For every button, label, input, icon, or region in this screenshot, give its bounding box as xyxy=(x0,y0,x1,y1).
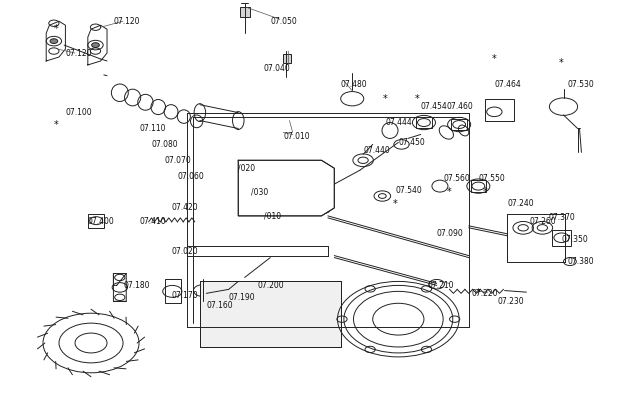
Text: 07.550: 07.550 xyxy=(478,174,505,183)
Circle shape xyxy=(50,39,58,44)
Text: 07.120: 07.120 xyxy=(66,48,92,58)
Text: 07.180: 07.180 xyxy=(123,281,150,290)
Text: 07.080: 07.080 xyxy=(152,140,179,149)
Text: 07.450: 07.450 xyxy=(398,138,425,147)
Text: 07.454: 07.454 xyxy=(421,102,448,111)
Text: /020: /020 xyxy=(239,164,255,173)
Text: 07.460: 07.460 xyxy=(446,102,473,111)
Text: *: * xyxy=(53,120,58,130)
Text: 07.070: 07.070 xyxy=(165,156,192,165)
Text: 07.350: 07.350 xyxy=(561,235,588,244)
Text: 07.040: 07.040 xyxy=(264,64,291,74)
Text: *: * xyxy=(559,58,564,68)
Text: 07.090: 07.090 xyxy=(437,229,464,238)
Text: 07.220: 07.220 xyxy=(472,289,498,298)
Text: 07.110: 07.110 xyxy=(139,124,165,133)
Text: 07.560: 07.560 xyxy=(443,174,470,183)
Text: *: * xyxy=(492,54,497,64)
Text: 07.380: 07.380 xyxy=(568,257,595,266)
Text: 07.370: 07.370 xyxy=(548,213,575,222)
Text: 07.100: 07.100 xyxy=(66,108,92,117)
Text: 07.230: 07.230 xyxy=(498,297,524,306)
Text: 07.170: 07.170 xyxy=(171,291,197,300)
Text: *: * xyxy=(393,199,397,209)
Text: 07.540: 07.540 xyxy=(395,186,422,194)
Text: 07.260: 07.260 xyxy=(530,217,556,226)
Text: *: * xyxy=(447,187,452,197)
Text: 07.410: 07.410 xyxy=(139,217,166,226)
Text: 07.120: 07.120 xyxy=(113,17,140,26)
Text: 07.240: 07.240 xyxy=(507,200,534,208)
Text: 07.060: 07.060 xyxy=(177,172,204,181)
Text: 07.200: 07.200 xyxy=(257,281,284,290)
Text: 07.420: 07.420 xyxy=(171,204,197,212)
Text: /010: /010 xyxy=(264,211,281,220)
Text: 07.530: 07.530 xyxy=(568,80,595,89)
Text: *: * xyxy=(476,288,481,298)
Text: 07.440: 07.440 xyxy=(363,146,390,155)
Text: 07.020: 07.020 xyxy=(171,247,197,256)
Text: 07.480: 07.480 xyxy=(341,80,367,89)
Text: *: * xyxy=(415,94,420,104)
Text: 07.190: 07.190 xyxy=(229,293,255,302)
Text: 07.010: 07.010 xyxy=(283,132,310,141)
Polygon shape xyxy=(239,160,334,216)
Text: *: * xyxy=(482,187,487,197)
Text: 07.210: 07.210 xyxy=(427,281,454,290)
Circle shape xyxy=(92,43,99,48)
Text: /030: /030 xyxy=(251,188,268,196)
Text: 07.464: 07.464 xyxy=(494,80,521,89)
Text: 07.050: 07.050 xyxy=(270,17,297,26)
FancyBboxPatch shape xyxy=(240,7,249,17)
Text: *: * xyxy=(383,94,388,104)
Text: 07.444: 07.444 xyxy=(386,118,412,127)
FancyBboxPatch shape xyxy=(283,54,291,63)
Text: 07.160: 07.160 xyxy=(206,301,233,310)
FancyBboxPatch shape xyxy=(200,282,341,347)
Text: *: * xyxy=(53,24,58,34)
Text: 07.400: 07.400 xyxy=(88,217,114,226)
